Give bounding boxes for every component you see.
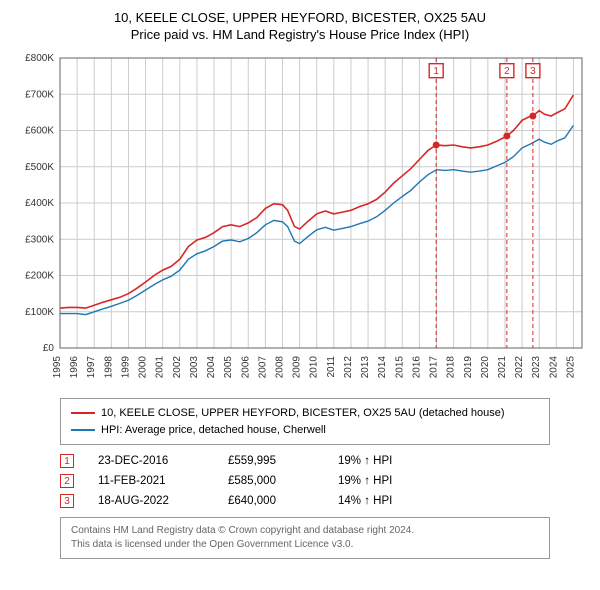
x-tick-label: 1999 [120, 356, 131, 379]
x-tick-label: 2019 [463, 356, 474, 379]
x-tick-label: 2009 [292, 356, 303, 379]
legend-label: 10, KEELE CLOSE, UPPER HEYFORD, BICESTER… [101, 405, 505, 422]
x-tick-label: 2012 [343, 356, 354, 379]
chart-svg: £0 £100K £200K £300K £400K £500K £600K £700K £80… [8, 50, 592, 390]
chart-area: £0 £100K £200K £300K £400K £500K £600K £700K £80… [8, 50, 592, 390]
x-tick-label: 2023 [531, 356, 542, 379]
attribution-line-2: This data is licensed under the Open Gov… [71, 538, 539, 552]
x-tick-label: 1998 [103, 356, 114, 379]
attribution-box: Contains HM Land Registry data © Crown c… [60, 517, 550, 559]
x-tick-label: 2001 [155, 356, 166, 379]
sale-date: 11-FEB-2021 [98, 475, 228, 487]
x-tick-label: 2008 [274, 356, 285, 379]
legend-swatch [71, 429, 95, 431]
x-tick-label: 2024 [548, 356, 559, 379]
sale-row: 1 23-DEC-2016£559,99519% ↑ HPI [60, 451, 550, 471]
sale-row: 2 11-FEB-2021£585,00019% ↑ HPI [60, 471, 550, 491]
y-tick-label: £200K [25, 271, 54, 282]
y-tick-label: £600K [25, 126, 54, 137]
marker-label: 1 [433, 66, 439, 77]
x-tick-label: 2006 [240, 356, 251, 379]
marker-dot [529, 113, 536, 120]
chart-subtitle: Price paid vs. HM Land Registry's House … [8, 27, 592, 42]
x-tick-label: 2015 [394, 356, 405, 379]
sale-marker: 3 [60, 494, 74, 508]
sale-pct: 19% ↑ HPI [338, 475, 392, 487]
sale-marker: 2 [60, 474, 74, 488]
x-tick-label: 2013 [360, 356, 371, 379]
x-tick-label: 2014 [377, 356, 388, 379]
legend-row: HPI: Average price, detached house, Cher… [71, 422, 539, 439]
y-tick-label: £800K [25, 53, 54, 64]
x-tick-label: 2016 [411, 356, 422, 379]
figure-container: 10, KEELE CLOSE, UPPER HEYFORD, BICESTER… [0, 0, 600, 567]
x-tick-label: 2011 [326, 356, 337, 378]
sale-price: £559,995 [228, 455, 338, 467]
legend-swatch [71, 412, 95, 414]
x-tick-label: 1995 [52, 356, 63, 379]
x-tick-label: 2004 [206, 356, 217, 379]
sale-pct: 19% ↑ HPI [338, 455, 392, 467]
x-tick-label: 2002 [172, 356, 183, 379]
sale-row: 3 18-AUG-2022£640,00014% ↑ HPI [60, 491, 550, 511]
sale-pct: 14% ↑ HPI [338, 495, 392, 507]
x-tick-label: 2025 [565, 356, 576, 379]
legend-box: 10, KEELE CLOSE, UPPER HEYFORD, BICESTER… [60, 398, 550, 445]
marker-label: 2 [504, 66, 510, 77]
x-tick-label: 2000 [138, 356, 149, 379]
sale-date: 23-DEC-2016 [98, 455, 228, 467]
legend-row: 10, KEELE CLOSE, UPPER HEYFORD, BICESTER… [71, 405, 539, 422]
marker-label: 3 [530, 66, 536, 77]
y-tick-label: £400K [25, 198, 54, 209]
x-tick-label: 2010 [309, 356, 320, 379]
x-tick-label: 1997 [86, 356, 97, 379]
x-tick-label: 2018 [446, 356, 457, 379]
y-tick-label: £500K [25, 162, 54, 173]
y-tick-label: £0 [43, 343, 55, 354]
marker-dot [433, 142, 440, 149]
x-tick-label: 2022 [514, 356, 525, 379]
attribution-line-1: Contains HM Land Registry data © Crown c… [71, 524, 539, 538]
sale-price: £640,000 [228, 495, 338, 507]
sales-block: 1 23-DEC-2016£559,99519% ↑ HPI 2 11-FEB-202… [60, 451, 550, 511]
chart-title: 10, KEELE CLOSE, UPPER HEYFORD, BICESTER… [8, 10, 592, 25]
sale-date: 18-AUG-2022 [98, 495, 228, 507]
x-tick-label: 1996 [69, 356, 80, 379]
x-tick-label: 2003 [189, 356, 200, 379]
y-tick-label: £300K [25, 234, 54, 245]
x-tick-label: 2020 [480, 356, 491, 379]
x-tick-label: 2007 [257, 356, 268, 379]
sale-marker: 1 [60, 454, 74, 468]
x-tick-label: 2021 [497, 356, 508, 379]
sale-price: £585,000 [228, 475, 338, 487]
marker-dot [503, 132, 510, 139]
x-tick-label: 2017 [429, 356, 440, 379]
y-tick-label: £100K [25, 307, 54, 318]
y-tick-label: £700K [25, 89, 54, 100]
legend-label: HPI: Average price, detached house, Cher… [101, 422, 326, 439]
x-tick-label: 2005 [223, 356, 234, 379]
